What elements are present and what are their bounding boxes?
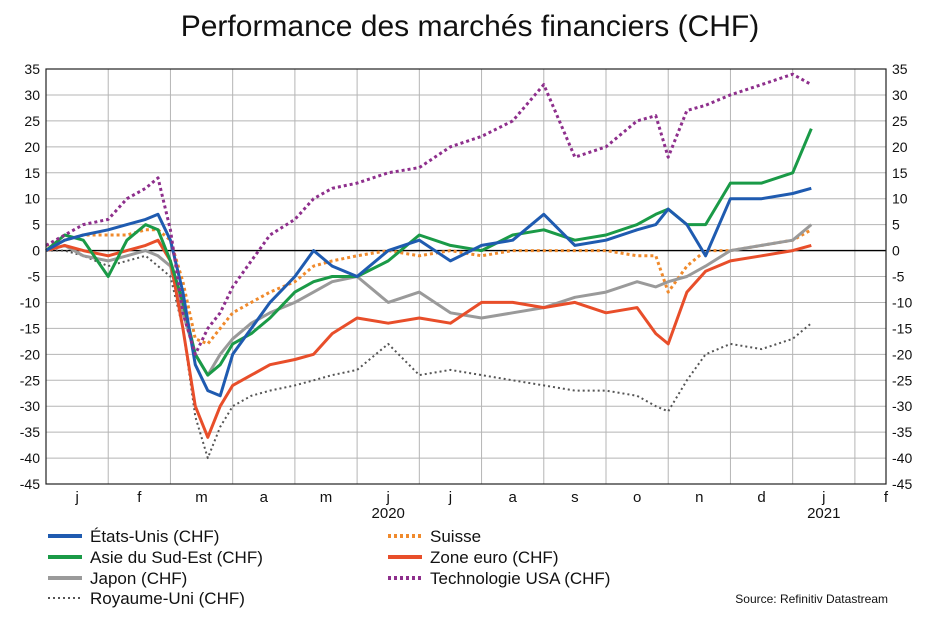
source-text: Source: Refinitiv Datastream <box>735 592 888 606</box>
y-tick-label-left: -40 <box>20 450 40 466</box>
legend-label: Asie du Sud-Est (CHF) <box>90 548 263 567</box>
y-tick-label-right: -30 <box>892 398 912 414</box>
chart-title: Performance des marchés financiers (CHF) <box>180 10 760 43</box>
series-line-royaume-uni-chf <box>46 249 812 460</box>
year-label: 2021 <box>807 505 840 522</box>
y-tick-label-left: 5 <box>32 217 40 233</box>
y-tick-label-left: 10 <box>24 191 40 207</box>
y-tick-label-right: -5 <box>892 269 905 285</box>
series-line-technologie-usa-chf <box>45 72 813 356</box>
series-layer <box>45 72 813 460</box>
legend-label: Technologie USA (CHF) <box>430 569 610 588</box>
x-tick-label: f <box>137 489 142 506</box>
y-tick-label-left: -15 <box>20 320 40 336</box>
y-tick-label-right: -25 <box>892 372 912 388</box>
y-tick-label-right: 25 <box>892 113 908 129</box>
y-tick-label-right: 5 <box>892 217 900 233</box>
x-tick-label: m <box>195 489 208 506</box>
x-tick-label: d <box>757 489 765 506</box>
plot-frame <box>45 68 887 485</box>
x-tick-label: f <box>884 489 889 506</box>
y-tick-label-right: -15 <box>892 320 912 336</box>
y-tick-label-left: 30 <box>24 87 40 103</box>
x-tick-label: j <box>74 489 78 506</box>
y-tick-label-left: -5 <box>28 269 41 285</box>
x-tick-label: a <box>260 489 269 506</box>
y-tick-label-left: -25 <box>20 372 40 388</box>
y-tick-label-right: -40 <box>892 450 912 466</box>
y-tick-label-right: -35 <box>892 424 912 440</box>
y-tick-label-left: -20 <box>20 346 40 362</box>
x-tick-label: o <box>633 489 641 506</box>
series-line-asie-du-sud-est-chf <box>45 128 813 377</box>
year-label: 2020 <box>372 505 405 522</box>
y-tick-label-right: -20 <box>892 346 912 362</box>
y-tick-label-left: 15 <box>24 165 40 181</box>
x-tick-label: m <box>320 489 333 506</box>
y-tick-label-right: -45 <box>892 476 912 492</box>
legend-label: Suisse <box>430 527 481 546</box>
series-line-suisse <box>45 228 813 346</box>
x-axis: j f m a m j j a s o n d j f 2020 2021 <box>74 489 888 522</box>
y-tick-label-left: 35 <box>24 61 40 77</box>
legend-label: Royaume-Uni (CHF) <box>90 589 245 608</box>
y-tick-label-left: 25 <box>24 113 40 129</box>
series-line-japon-chf <box>45 223 813 377</box>
y-axis-right: 35 30 25 20 15 10 5 0 -5 -10 -15 -20 -25 -30 -35 -40 -45 <box>892 61 912 492</box>
x-tick-label: j <box>386 489 390 506</box>
y-tick-label-right: 10 <box>892 191 908 207</box>
y-tick-label-left: -30 <box>20 398 40 414</box>
y-tick-label-right: 30 <box>892 87 908 103</box>
x-tick-label: n <box>695 489 703 506</box>
series-line-etats-unis-chf <box>45 186 812 398</box>
y-tick-label-right: 15 <box>892 165 908 181</box>
y-tick-label-right: 0 <box>892 243 900 259</box>
y-tick-label-right: 35 <box>892 61 908 77</box>
y-tick-label-left: -10 <box>20 294 40 310</box>
x-tick-label: j <box>821 489 825 506</box>
y-tick-label-left: -45 <box>20 476 40 492</box>
legend-label: États-Unis (CHF) <box>90 527 219 546</box>
x-tick-label: s <box>571 489 579 506</box>
y-tick-label-left: -35 <box>20 424 40 440</box>
y-tick-label-left: 0 <box>32 243 40 259</box>
legend-label: Japon (CHF) <box>90 569 187 588</box>
x-tick-label: a <box>508 489 517 506</box>
y-tick-label-left: 20 <box>24 139 40 155</box>
legend-label: Zone euro (CHF) <box>430 548 558 567</box>
y-tick-label-right: -10 <box>892 294 912 310</box>
y-tick-label-right: 20 <box>892 139 908 155</box>
series-line-zone-euro-chf <box>45 238 812 439</box>
x-tick-label: j <box>448 489 452 506</box>
legend: États-Unis (CHF) Asie du Sud-Est (CHF) Jap… <box>48 527 610 608</box>
y-axis-left: 35 30 25 20 15 10 5 0 -5 -10 -15 -20 -25 -30 -35 -40 -45 <box>20 61 40 492</box>
